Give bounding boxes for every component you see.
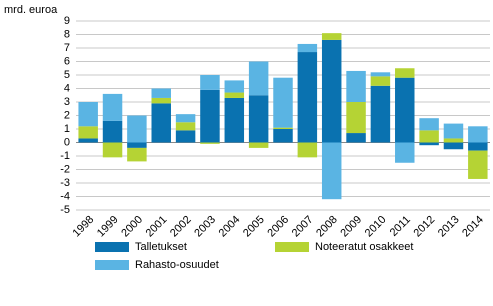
bar <box>224 97 245 143</box>
bar <box>200 89 220 143</box>
x-tick-label: 2008 <box>314 214 340 240</box>
x-tick-label: 2006 <box>265 214 291 240</box>
y-tick-label: 8 <box>64 28 70 40</box>
bar <box>395 142 415 163</box>
bar <box>468 126 488 143</box>
bar <box>468 150 488 179</box>
bar <box>273 77 293 128</box>
bar <box>443 138 464 143</box>
y-tick-label: 0 <box>64 136 70 148</box>
y-axis-label: mrd. euroa <box>4 4 58 16</box>
bar <box>297 43 318 53</box>
bar <box>273 127 293 129</box>
bar <box>78 102 98 127</box>
y-tick-label: 4 <box>64 82 70 94</box>
legend-swatch <box>95 260 129 270</box>
bar <box>102 120 123 143</box>
bar <box>248 142 269 148</box>
x-tick-label: 2012 <box>411 214 437 240</box>
y-tick-label: 7 <box>64 42 70 54</box>
x-tick-label: 2001 <box>144 214 170 240</box>
y-tick-label: -3 <box>60 177 70 189</box>
bar <box>200 142 220 144</box>
legend-label: Noteeratut osakkeet <box>315 241 413 253</box>
bar <box>273 129 293 143</box>
y-tick-label: 9 <box>64 15 70 27</box>
legend-label: Talletukset <box>135 241 187 253</box>
y-tick-label: 5 <box>64 69 70 81</box>
bar <box>370 72 391 77</box>
x-tick-label: 2010 <box>363 214 389 240</box>
bar <box>175 130 196 143</box>
bar <box>127 115 147 143</box>
x-tick-label: 2000 <box>119 214 145 240</box>
bar <box>419 142 439 146</box>
bar <box>443 123 464 139</box>
x-tick-label: 2004 <box>217 214 243 240</box>
bar <box>443 142 464 150</box>
bar <box>297 142 318 158</box>
legend-swatch <box>95 242 129 252</box>
bar <box>248 61 269 96</box>
bar <box>224 92 245 98</box>
bar <box>224 80 245 93</box>
y-tick-label: 2 <box>64 109 70 121</box>
bar <box>78 138 98 143</box>
bar <box>151 103 171 143</box>
x-tick-label: 2011 <box>388 214 413 239</box>
x-tick-label: 2002 <box>168 214 194 240</box>
bar <box>419 130 439 143</box>
bar <box>127 147 147 162</box>
bar <box>419 118 439 131</box>
legend-swatch <box>275 242 309 252</box>
bar <box>297 52 318 143</box>
bar <box>370 85 391 143</box>
bar <box>248 95 269 143</box>
y-tick-label: -4 <box>60 190 70 202</box>
y-tick-label: -5 <box>60 204 70 216</box>
bar <box>151 97 171 104</box>
bar <box>200 75 220 90</box>
y-tick-label: 6 <box>64 55 70 67</box>
x-tick-label: 2009 <box>338 214 364 240</box>
bar <box>175 122 196 131</box>
x-tick-label: 2013 <box>436 214 462 240</box>
bar <box>175 114 196 123</box>
y-tick-label: 3 <box>64 96 70 108</box>
bar <box>346 70 366 102</box>
x-tick-label: 1999 <box>95 214 121 240</box>
y-tick-label: -2 <box>60 163 70 175</box>
x-tick-label: 2003 <box>192 214 218 240</box>
bar <box>321 33 342 40</box>
bar <box>127 142 147 148</box>
bar <box>78 126 98 139</box>
y-tick-label: -1 <box>60 150 70 162</box>
bar <box>102 142 123 158</box>
bar <box>151 88 171 98</box>
bar <box>395 68 415 78</box>
bar <box>346 133 366 143</box>
x-tick-label: 2007 <box>290 214 316 240</box>
bar <box>321 142 342 200</box>
x-tick-label: 1998 <box>71 214 97 240</box>
bar <box>370 76 391 86</box>
legend-label: Rahasto-osuudet <box>135 259 219 271</box>
bar <box>346 102 366 134</box>
bar <box>102 93 123 121</box>
bar <box>395 77 415 143</box>
bar <box>468 142 488 151</box>
y-tick-label: 1 <box>64 123 70 135</box>
bar <box>321 39 342 143</box>
x-tick-label: 2014 <box>460 214 486 240</box>
x-tick-label: 2005 <box>241 214 267 240</box>
